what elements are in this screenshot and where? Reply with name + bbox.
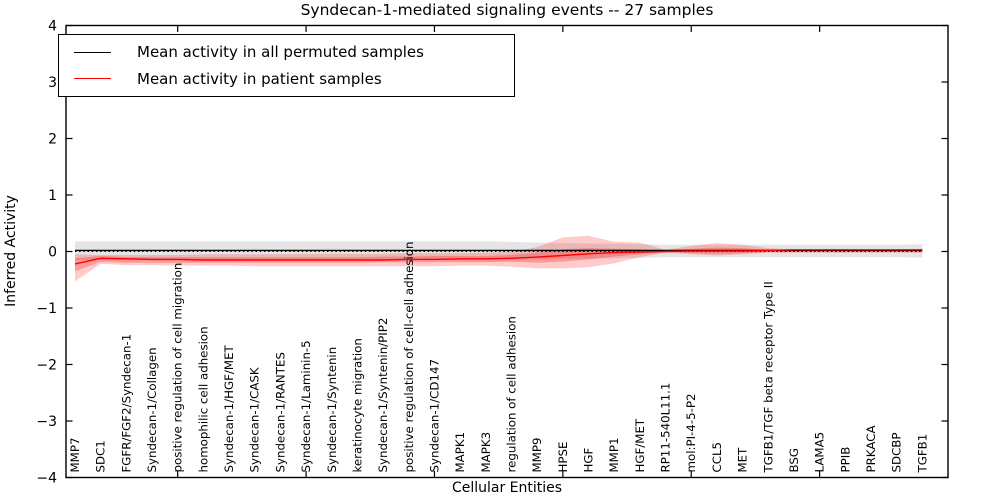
x-category-label: positive regulation of cell migration	[171, 263, 185, 473]
legend-label-patient: Mean activity in patient samples	[137, 69, 382, 88]
y-tick-label: −2	[36, 357, 57, 373]
x-category-label: TGFB1/TGF beta receptor Type II	[761, 281, 775, 473]
x-category-label: Syndecan-1/RANTES	[273, 352, 287, 472]
x-axis-label: Cellular Entities	[451, 480, 563, 496]
x-category-label: BSG	[787, 448, 801, 473]
x-category-label: MMP7	[68, 438, 82, 473]
band-patient-range-inner	[75, 247, 923, 272]
x-category-label: MMP1	[607, 438, 621, 473]
x-category-label: FGFR/FGF2/Syndecan-1	[119, 334, 133, 473]
y-tick-label: 0	[48, 244, 57, 260]
legend: Mean activity in all permuted samples Me…	[58, 34, 515, 97]
x-category-label: MAPK1	[453, 432, 467, 473]
legend-line-sample-patient	[74, 78, 111, 80]
y-tick-label: 2	[48, 131, 57, 147]
chart-title: Syndecan-1-mediated signaling events -- …	[300, 1, 714, 19]
legend-item-patient: Mean activity in patient samples	[74, 70, 514, 88]
y-tick-label: −3	[36, 414, 57, 430]
x-category-label: SDC1	[94, 440, 108, 472]
x-category-label: RP11-540L11.1	[659, 383, 673, 473]
x-category-label: PPIB	[838, 447, 852, 473]
y-tick-label: −1	[36, 301, 57, 317]
x-category-label: HGF	[582, 447, 596, 472]
x-category-label: SDCBP	[890, 432, 904, 472]
x-category-label: HGF/MET	[633, 418, 647, 472]
x-category-label: Syndecan-1/CASK	[248, 367, 262, 472]
y-tick-label: 4	[48, 18, 57, 34]
y-tick-label: −4	[36, 470, 57, 486]
series-line-patient-mean	[74, 249, 923, 265]
x-category-label: Syndecan-1/CD147	[428, 359, 442, 472]
x-category-label: CCL5	[710, 442, 724, 473]
x-category-label: PRKACA	[864, 425, 878, 472]
x-category-label: Syndecan-1/HGF/MET	[222, 344, 236, 472]
y-tick-label: 1	[48, 188, 57, 204]
x-category-label: Syndecan-1/Collagen	[145, 347, 159, 472]
y-tick-label: 3	[48, 75, 57, 91]
legend-item-permuted: Mean activity in all permuted samples	[74, 43, 514, 61]
x-category-label: MMP9	[530, 438, 544, 473]
x-category-label: Syndecan-1/Laminin-5	[299, 340, 313, 472]
x-category-label: Syndecan-1/Syntenin	[325, 347, 339, 473]
legend-label-permuted: Mean activity in all permuted samples	[137, 43, 424, 62]
y-axis-label: Inferred Activity	[3, 195, 19, 307]
x-category-label: Syndecan-1/Syntenin/PIP2	[376, 318, 390, 473]
legend-line-sample-permuted	[74, 51, 111, 53]
x-category-label: TGFB1	[915, 434, 929, 474]
x-category-label: positive regulation of cell-cell adhesio…	[402, 242, 416, 473]
x-category-label: mol:PI-4-5-P2	[684, 394, 698, 473]
x-category-label: keratinocyte migration	[350, 338, 364, 472]
x-category-label: HPSE	[556, 442, 570, 473]
x-category-label: MAPK3	[479, 432, 493, 473]
x-category-label: MET	[736, 447, 750, 473]
x-category-label: LAMA5	[813, 432, 827, 473]
x-category-label: homophilic cell adhesion	[196, 326, 210, 472]
x-category-label: regulation of cell adhesion	[505, 316, 519, 472]
